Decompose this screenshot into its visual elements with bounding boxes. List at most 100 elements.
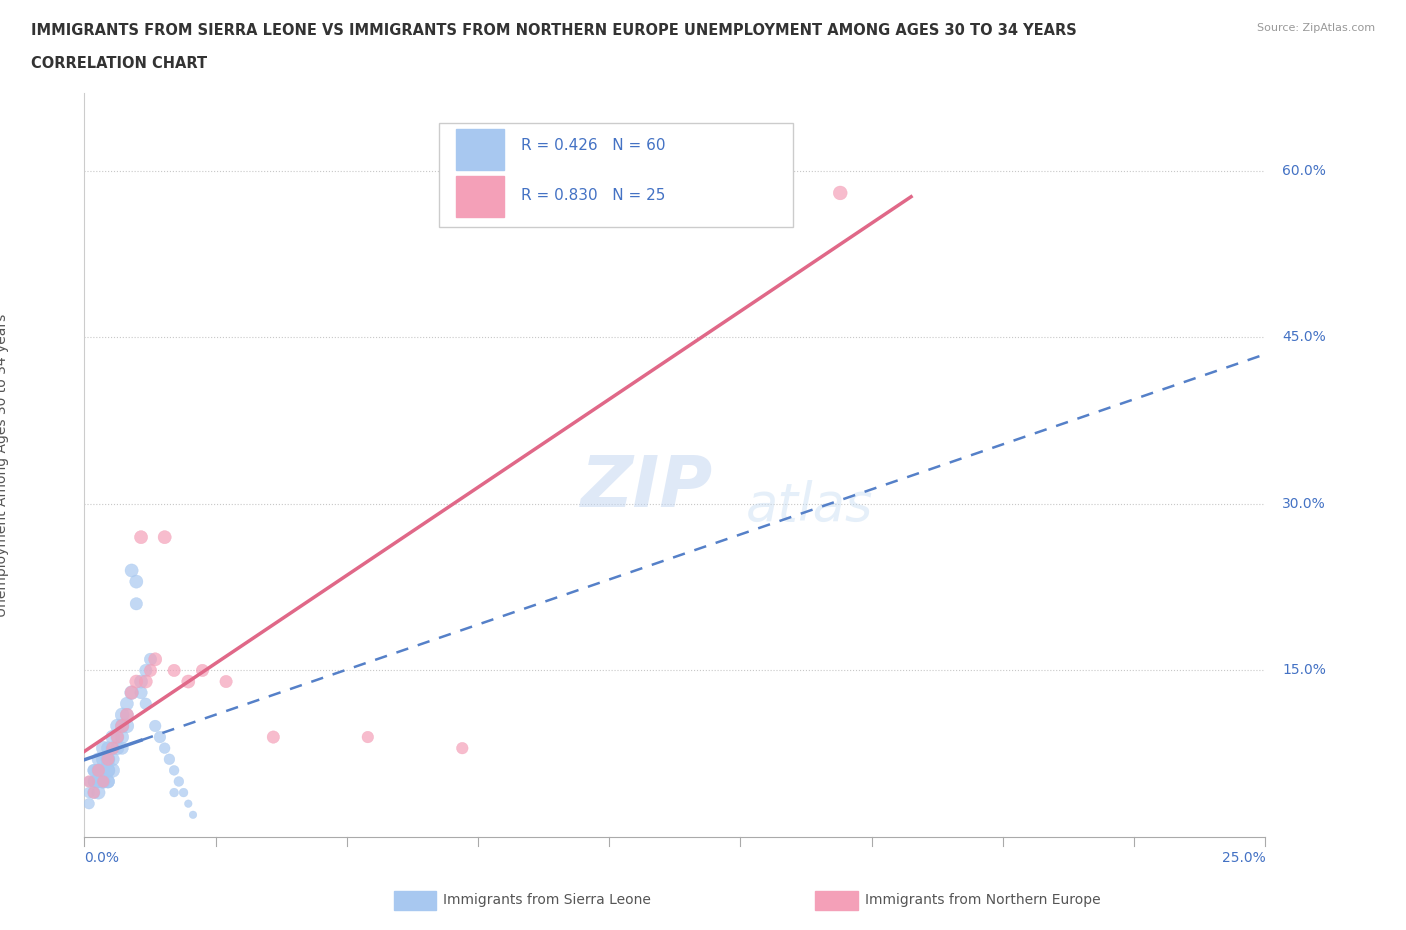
Point xyxy=(177,796,200,811)
Point xyxy=(163,763,186,777)
Point xyxy=(91,740,114,755)
Point xyxy=(167,774,190,789)
Point xyxy=(139,663,162,678)
Text: 15.0%: 15.0% xyxy=(1282,663,1326,677)
Text: 45.0%: 45.0% xyxy=(1282,330,1326,344)
Point xyxy=(91,763,114,777)
Point xyxy=(173,785,195,800)
Text: 25.0%: 25.0% xyxy=(1222,851,1265,865)
Point xyxy=(149,730,172,745)
Point xyxy=(111,719,134,734)
Point xyxy=(83,785,105,800)
Point xyxy=(135,674,157,689)
Point xyxy=(357,730,380,745)
Text: IMMIGRANTS FROM SIERRA LEONE VS IMMIGRANTS FROM NORTHERN EUROPE UNEMPLOYMENT AMO: IMMIGRANTS FROM SIERRA LEONE VS IMMIGRAN… xyxy=(31,23,1077,38)
Point xyxy=(83,785,105,800)
Point xyxy=(83,763,105,777)
Point xyxy=(107,730,129,745)
Point xyxy=(125,574,148,589)
Point xyxy=(129,685,152,700)
Point xyxy=(262,730,284,745)
Point xyxy=(111,719,134,734)
Point xyxy=(153,530,176,545)
Point xyxy=(101,730,124,745)
Text: Unemployment Among Ages 30 to 34 years: Unemployment Among Ages 30 to 34 years xyxy=(0,313,8,617)
Point xyxy=(77,796,100,811)
Text: Source: ZipAtlas.com: Source: ZipAtlas.com xyxy=(1257,23,1375,33)
Point xyxy=(87,774,110,789)
Point xyxy=(157,751,180,766)
Point xyxy=(153,740,176,755)
Point xyxy=(177,674,200,689)
Text: atlas: atlas xyxy=(745,480,873,532)
Point xyxy=(115,719,138,734)
Point xyxy=(83,763,105,777)
Point xyxy=(77,774,100,789)
Bar xyxy=(457,128,503,169)
Point xyxy=(91,763,114,777)
FancyBboxPatch shape xyxy=(439,123,793,227)
Point xyxy=(91,774,114,789)
Point xyxy=(101,740,124,755)
Point xyxy=(139,652,162,667)
Point xyxy=(97,751,120,766)
Point xyxy=(129,530,152,545)
Point xyxy=(121,685,143,700)
Point xyxy=(125,674,148,689)
Point xyxy=(143,719,166,734)
Point xyxy=(121,685,143,700)
Point xyxy=(451,740,474,755)
Point xyxy=(77,785,100,800)
Text: R = 0.426   N = 60: R = 0.426 N = 60 xyxy=(522,139,666,153)
Point xyxy=(91,774,114,789)
Point xyxy=(125,596,148,611)
Point xyxy=(83,774,105,789)
Point xyxy=(87,763,110,777)
Point xyxy=(163,663,186,678)
Point xyxy=(87,774,110,789)
Text: CORRELATION CHART: CORRELATION CHART xyxy=(31,56,207,71)
Point xyxy=(97,774,120,789)
Point xyxy=(87,763,110,777)
Point xyxy=(111,740,134,755)
Point xyxy=(101,751,124,766)
Point xyxy=(97,763,120,777)
Point xyxy=(107,740,129,755)
Text: 0.0%: 0.0% xyxy=(84,851,120,865)
Point xyxy=(115,697,138,711)
Point xyxy=(830,185,852,200)
Point xyxy=(121,563,143,578)
Point xyxy=(97,751,120,766)
Point xyxy=(107,730,129,745)
Text: R = 0.830   N = 25: R = 0.830 N = 25 xyxy=(522,188,665,203)
Point xyxy=(181,807,204,822)
Point xyxy=(640,191,662,206)
Point xyxy=(129,674,152,689)
Text: 30.0%: 30.0% xyxy=(1282,497,1326,511)
Bar xyxy=(457,176,503,217)
Point xyxy=(135,697,157,711)
Point xyxy=(97,763,120,777)
Point xyxy=(111,708,134,723)
Point xyxy=(101,763,124,777)
Point xyxy=(91,774,114,789)
Point xyxy=(163,785,186,800)
Point xyxy=(191,663,214,678)
Point xyxy=(97,751,120,766)
Text: Immigrants from Sierra Leone: Immigrants from Sierra Leone xyxy=(443,893,651,908)
Point xyxy=(83,774,105,789)
Point xyxy=(107,719,129,734)
Point xyxy=(115,708,138,723)
Point xyxy=(87,785,110,800)
Point xyxy=(77,774,100,789)
Text: 60.0%: 60.0% xyxy=(1282,164,1326,178)
Point xyxy=(97,740,120,755)
Text: ZIP: ZIP xyxy=(581,453,713,522)
Point xyxy=(111,730,134,745)
Point xyxy=(215,674,238,689)
Point xyxy=(97,774,120,789)
Point xyxy=(115,708,138,723)
Text: Immigrants from Northern Europe: Immigrants from Northern Europe xyxy=(865,893,1101,908)
Point xyxy=(143,652,166,667)
Point xyxy=(87,763,110,777)
